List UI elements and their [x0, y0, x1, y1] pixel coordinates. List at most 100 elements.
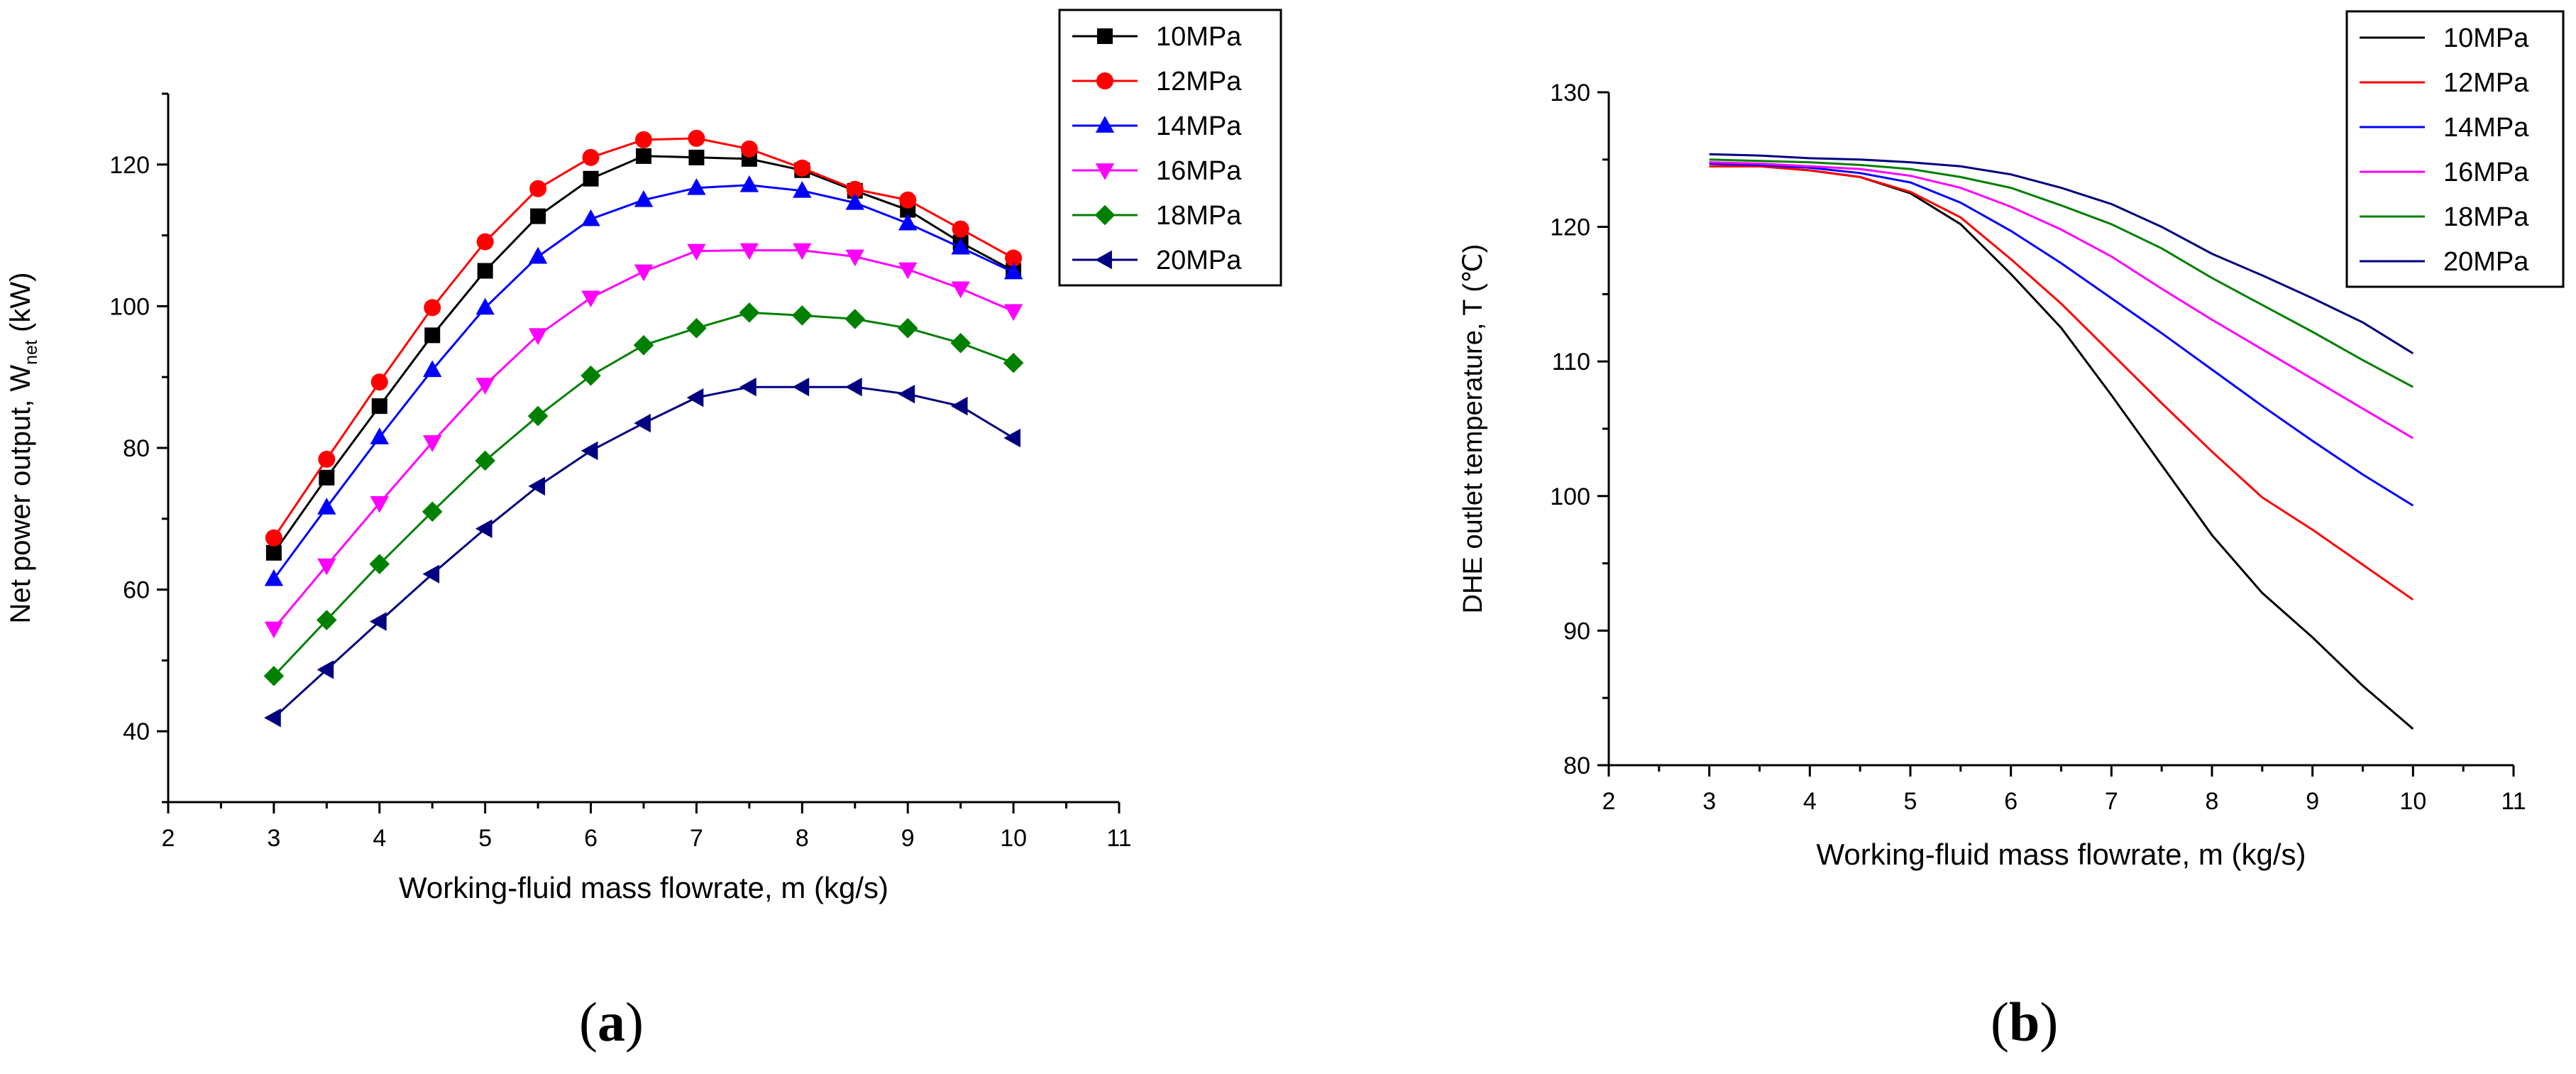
data-point-14MPa [423, 360, 442, 378]
data-point-18MPa [527, 405, 549, 427]
x-tick-label: 6 [584, 825, 598, 852]
data-point-10MPa [265, 544, 282, 561]
data-point-18MPa [263, 666, 285, 686]
data-point-12MPa [318, 450, 336, 468]
data-point-20MPa [898, 384, 915, 404]
legend-box [1058, 9, 1282, 287]
data-point-14MPa [793, 180, 812, 198]
data-point-14MPa [1003, 262, 1023, 280]
data-point-14MPa [528, 246, 548, 264]
y-tick-label: 90 [1563, 618, 1590, 645]
data-point-20MPa [475, 519, 492, 538]
data-point-10MPa [424, 327, 441, 344]
data-point-18MPa [475, 450, 495, 471]
data-point-12MPa [265, 529, 282, 547]
data-point-10MPa [477, 263, 493, 279]
series-line-16MPa [1709, 161, 2414, 439]
chart-a: 2 3 4 5 6 7 8 9 10 11 40 60 80 100 120 Working-fluid ma… [5, 9, 1282, 904]
data-point-18MPa [1003, 352, 1024, 373]
data-point-14MPa [898, 213, 918, 231]
data-point-16MPa [264, 621, 284, 639]
x-tick-label: 8 [796, 825, 809, 852]
chart-b: 2 3 4 5 6 7 8 9 10 11 80 90 100 110 120 130 Working-flui… [1458, 10, 2565, 871]
legend-marker-20MPa [1095, 250, 1112, 270]
y-tick-label: 100 [1550, 483, 1590, 510]
data-point-10MPa [319, 469, 335, 486]
data-point-14MPa [475, 297, 495, 315]
data-point-16MPa [581, 290, 600, 308]
data-point-12MPa [476, 233, 494, 251]
data-point-18MPa [844, 309, 866, 329]
legend-marker-10MPa [1097, 28, 1113, 44]
data-point-12MPa [529, 180, 547, 197]
data-point-16MPa [898, 262, 918, 280]
x-tick-label: 2 [162, 825, 175, 852]
data-point-12MPa [370, 373, 388, 391]
data-point-16MPa [793, 243, 812, 261]
data-point-20MPa [317, 660, 334, 679]
data-point-10MPa [636, 148, 651, 164]
data-point-16MPa [528, 328, 548, 346]
x-tick-label: 6 [2004, 788, 2018, 815]
legend-marker-12MPa [1096, 72, 1113, 89]
data-point-16MPa [317, 558, 336, 576]
series-line-10MPa [1709, 165, 2414, 730]
legend-box [2345, 10, 2565, 288]
data-point-10MPa [583, 170, 599, 187]
data-point-14MPa [951, 237, 970, 255]
data-point-14MPa [581, 209, 600, 226]
data-point-14MPa [634, 190, 654, 207]
data-point-14MPa [370, 427, 389, 444]
data-point-18MPa [422, 501, 443, 522]
data-point-12MPa [740, 140, 758, 158]
legend-label-18MPa: 18MPa [1156, 201, 1242, 231]
x-axis-label: Working-fluid mass flowrate, m (kg/s) [399, 871, 888, 904]
x-tick-label: 10 [1000, 825, 1027, 852]
x-tick-label: 11 [2501, 788, 2526, 815]
legend-label-14MPa: 14MPa [1156, 111, 1242, 141]
data-point-12MPa [899, 191, 917, 209]
legend-marker-14MPa [1095, 116, 1115, 133]
data-point-16MPa [370, 495, 389, 513]
data-point-16MPa [423, 435, 442, 452]
series-line-20MPa [1709, 153, 2414, 355]
data-point-18MPa [317, 610, 337, 630]
data-point-20MPa [686, 388, 704, 407]
data-point-20MPa [580, 441, 598, 461]
series-line-18MPa [1709, 158, 2414, 388]
data-point-20MPa [528, 476, 546, 496]
x-tick-label: 8 [2206, 788, 2219, 815]
data-point-18MPa [739, 302, 760, 323]
legend-label-20MPa: 20MPa [2443, 247, 2529, 277]
panel-label-b: (b) [1991, 991, 2059, 1053]
x-tick-label: 3 [267, 825, 280, 852]
data-point-20MPa [739, 377, 756, 397]
y-tick-label: 120 [109, 152, 150, 179]
data-point-18MPa [580, 365, 601, 386]
x-tick-label: 7 [690, 825, 703, 852]
data-point-16MPa [687, 243, 706, 261]
data-point-10MPa [530, 208, 546, 224]
legend-marker-16MPa [1095, 163, 1115, 180]
data-point-16MPa [1003, 304, 1023, 322]
data-point-18MPa [633, 334, 654, 356]
legend-marker-18MPa [1094, 204, 1116, 226]
x-tick-label: 3 [1702, 788, 1716, 815]
x-tick-label: 5 [478, 825, 492, 852]
data-point-20MPa [634, 413, 651, 433]
legend-label-20MPa: 20MPa [1156, 246, 1242, 275]
data-point-14MPa [739, 175, 759, 192]
x-tick-label: 5 [1904, 788, 1917, 815]
data-point-20MPa [422, 564, 440, 583]
data-point-12MPa [582, 148, 600, 166]
legend-label-10MPa: 10MPa [1156, 22, 1242, 52]
series-line-12MPa [1709, 165, 2414, 601]
legend-label-18MPa: 18MPa [2443, 202, 2529, 232]
data-point-20MPa [845, 377, 862, 397]
x-tick-label: 4 [1803, 788, 1817, 815]
legend-label-14MPa: 14MPa [2443, 113, 2529, 143]
data-point-14MPa [845, 192, 864, 210]
y-tick-label: 40 [123, 718, 150, 745]
legend-label-12MPa: 12MPa [2443, 68, 2529, 98]
data-point-20MPa [1003, 428, 1021, 448]
